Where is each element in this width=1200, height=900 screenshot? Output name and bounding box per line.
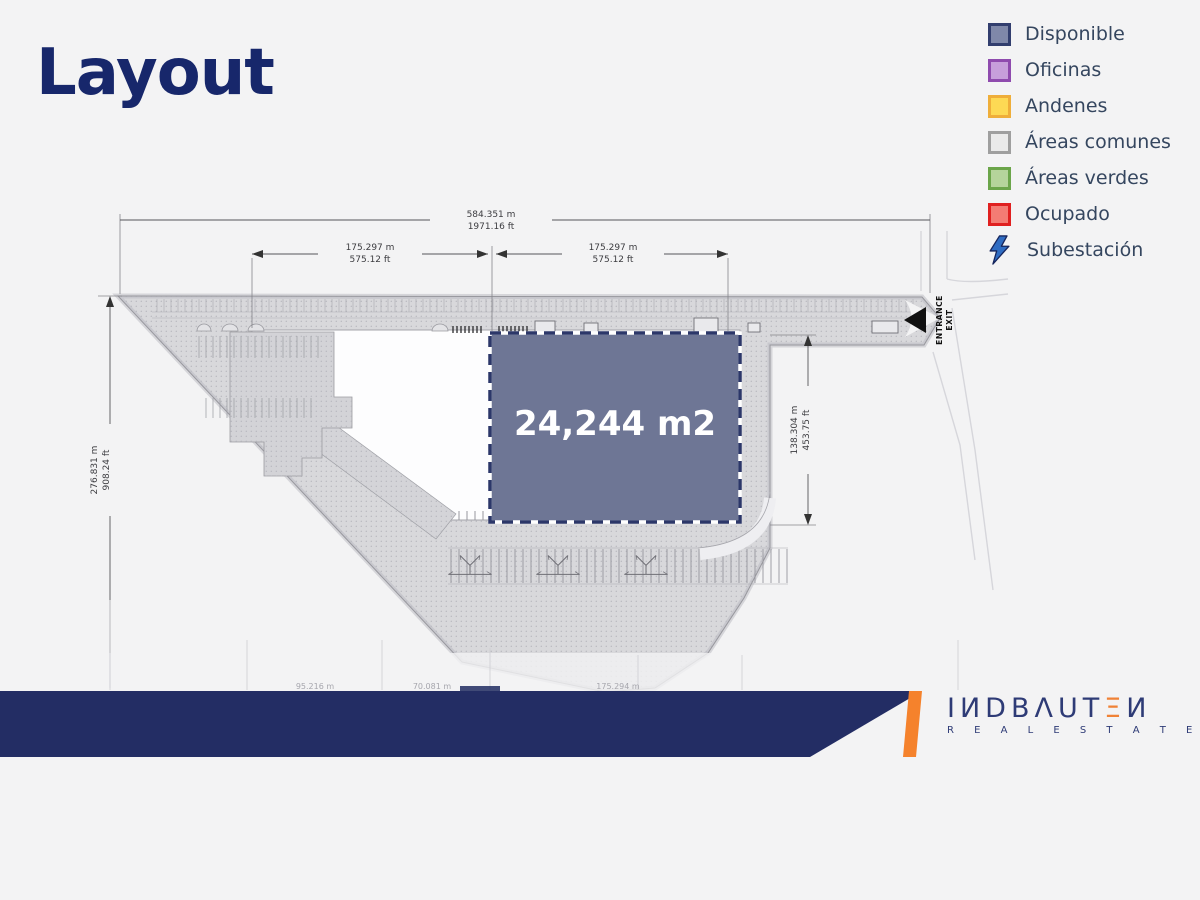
legend-label: Oficinas bbox=[1025, 59, 1102, 81]
footer-band bbox=[0, 691, 922, 757]
legend-label: Subestación bbox=[1027, 239, 1144, 261]
logo-subtitle: R E A L E S T A T E bbox=[947, 725, 1200, 736]
dim-faded-2: 70.081 m bbox=[413, 682, 452, 691]
andenes-swatch bbox=[988, 94, 1011, 118]
dim-faded-3: 175.294 m bbox=[596, 682, 640, 691]
page-title: Layout bbox=[36, 36, 275, 110]
dim-left-section-ft: 575.12 ft bbox=[350, 255, 391, 265]
exterior-roads bbox=[920, 231, 1009, 591]
legend-label: Áreas verdes bbox=[1025, 167, 1149, 189]
legend-item-ocupado: Ocupado bbox=[988, 202, 1171, 226]
top-parking-strip bbox=[152, 299, 918, 319]
dim-total-m: 584.351 m bbox=[467, 210, 516, 220]
exit-label: EXIT bbox=[945, 309, 954, 330]
oficinas-swatch bbox=[988, 58, 1011, 82]
legend: Disponible Oficinas Andenes Áreas comune… bbox=[988, 22, 1171, 265]
legend-label: Disponible bbox=[1025, 23, 1125, 45]
dim-left-section-m: 175.297 m bbox=[346, 243, 395, 253]
dim-left-height-m: 276.831 m bbox=[90, 446, 100, 495]
ocupado-swatch bbox=[988, 202, 1011, 226]
areas-verdes-swatch bbox=[988, 166, 1011, 190]
available-area-label: 24,244 m2 bbox=[514, 404, 716, 444]
bottom-fade-overlay bbox=[0, 653, 1200, 693]
dim-right-section-m: 175.297 m bbox=[589, 243, 638, 253]
dim-total-ft: 1971.16 ft bbox=[468, 222, 515, 232]
footer-logo: IИDBΛUTΞИ R E A L E S T A T E bbox=[947, 695, 1200, 736]
logo-e-accent: Ξ bbox=[1104, 693, 1127, 724]
areas-comunes-swatch bbox=[988, 130, 1011, 154]
dimension-lines: 584.351 m 1971.16 ft 175.297 m 575.12 ft… bbox=[90, 210, 931, 688]
footer-accent-bar bbox=[903, 691, 922, 757]
available-area: 24,244 m2 bbox=[488, 331, 742, 524]
legend-item-areas-verdes: Áreas verdes bbox=[988, 166, 1171, 190]
lightning-icon bbox=[989, 235, 1010, 265]
legend-label: Ocupado bbox=[1025, 203, 1110, 225]
legend-label: Áreas comunes bbox=[1025, 131, 1171, 153]
legend-item-subestacion: Subestación bbox=[988, 235, 1171, 265]
entrance-label: ENTRANCE bbox=[935, 295, 944, 345]
logo-wordmark: IИDBΛUTΞИ bbox=[947, 693, 1152, 724]
dim-available-height-ft: 453.75 ft bbox=[802, 409, 812, 450]
dim-right-section-ft: 575.12 ft bbox=[593, 255, 634, 265]
entrance: ENTRANCE EXIT bbox=[904, 295, 954, 345]
legend-label: Andenes bbox=[1025, 95, 1108, 117]
legend-item-areas-comunes: Áreas comunes bbox=[988, 130, 1171, 154]
dim-left-height-ft: 908.24 ft bbox=[102, 449, 112, 490]
legend-item-oficinas: Oficinas bbox=[988, 58, 1171, 82]
legend-item-disponible: Disponible bbox=[988, 22, 1171, 46]
disponible-swatch bbox=[988, 22, 1011, 46]
legend-item-andenes: Andenes bbox=[988, 94, 1171, 118]
entrance-arrow-icon bbox=[904, 307, 926, 333]
dim-available-height-m: 138.304 m bbox=[790, 406, 800, 455]
dim-faded-1: 95.216 m bbox=[296, 682, 335, 691]
office-block bbox=[196, 331, 353, 477]
bottom-faded-dimensions: 95.216 m 70.081 m 175.294 m bbox=[109, 600, 959, 691]
